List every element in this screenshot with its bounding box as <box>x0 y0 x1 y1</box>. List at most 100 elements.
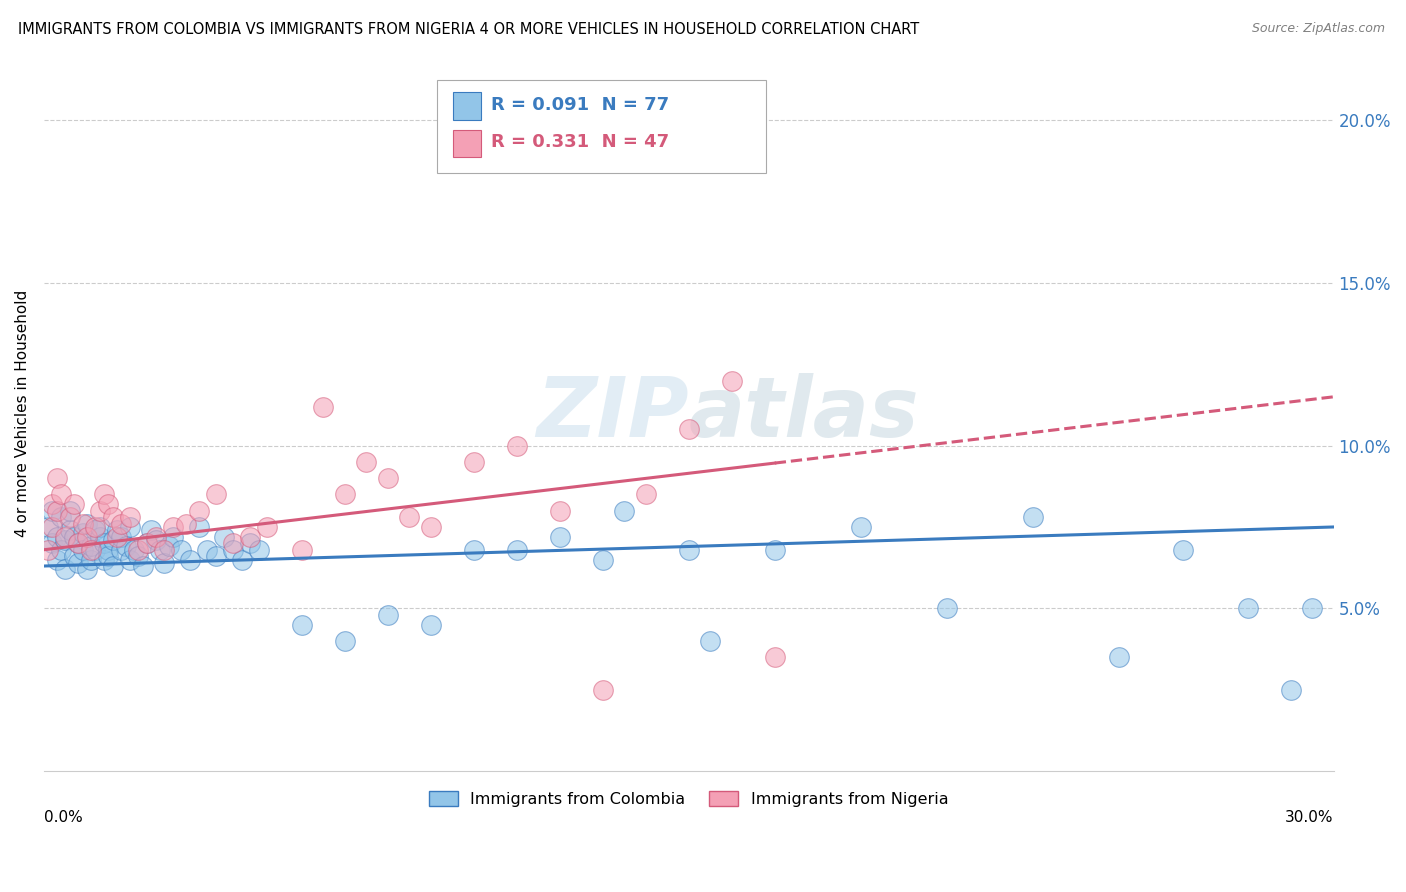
FancyBboxPatch shape <box>437 80 766 173</box>
Y-axis label: 4 or more Vehicles in Household: 4 or more Vehicles in Household <box>15 289 30 537</box>
Point <box>55 533 77 547</box>
Point <box>291 542 314 557</box>
Point <box>377 471 399 485</box>
Point <box>1236 601 1258 615</box>
Point <box>1021 510 1043 524</box>
Point <box>145 530 167 544</box>
Point <box>398 510 420 524</box>
Point <box>187 504 209 518</box>
FancyBboxPatch shape <box>453 129 481 157</box>
Text: IMMIGRANTS FROM COLOMBIA VS IMMIGRANTS FROM NIGERIA 4 OR MORE VEHICLES IN HOUSEH: IMMIGRANTS FROM COLOMBIA VS IMMIGRANTS F… <box>18 22 920 37</box>
Point <box>76 562 98 576</box>
Point <box>149 542 172 557</box>
Point <box>678 542 700 557</box>
Point <box>84 523 107 537</box>
Point <box>162 530 184 544</box>
Point <box>49 510 72 524</box>
Point <box>89 520 111 534</box>
Point <box>45 552 67 566</box>
Point <box>849 520 872 534</box>
Point <box>127 549 149 564</box>
Point <box>59 504 82 518</box>
Point <box>63 549 86 564</box>
Point <box>592 552 614 566</box>
Point <box>45 504 67 518</box>
Point <box>97 542 120 557</box>
Point <box>506 542 529 557</box>
Point <box>118 552 141 566</box>
Point <box>110 530 132 544</box>
Point <box>132 559 155 574</box>
Point <box>76 530 98 544</box>
Point <box>463 455 485 469</box>
Point <box>419 617 441 632</box>
Point <box>720 374 742 388</box>
Point <box>41 504 63 518</box>
Point <box>1173 542 1195 557</box>
Point <box>333 487 356 501</box>
Point <box>205 487 228 501</box>
Text: Source: ZipAtlas.com: Source: ZipAtlas.com <box>1251 22 1385 36</box>
Point <box>157 540 180 554</box>
Point <box>205 549 228 564</box>
Point <box>377 607 399 622</box>
Text: R = 0.091  N = 77: R = 0.091 N = 77 <box>492 96 669 114</box>
Text: 30.0%: 30.0% <box>1285 810 1334 825</box>
Point <box>93 536 115 550</box>
Point <box>67 536 90 550</box>
Point <box>89 504 111 518</box>
Point <box>187 520 209 534</box>
Text: ZIP: ZIP <box>536 373 689 453</box>
Point <box>93 552 115 566</box>
Point <box>1279 682 1302 697</box>
Legend: Immigrants from Colombia, Immigrants from Nigeria: Immigrants from Colombia, Immigrants fro… <box>422 784 955 814</box>
Point <box>80 552 103 566</box>
Point <box>935 601 957 615</box>
Point <box>419 520 441 534</box>
Point <box>55 530 77 544</box>
Point <box>763 650 786 665</box>
Point <box>93 487 115 501</box>
Point <box>72 526 94 541</box>
Point <box>333 633 356 648</box>
Point <box>179 552 201 566</box>
FancyBboxPatch shape <box>453 93 481 120</box>
Text: 0.0%: 0.0% <box>44 810 83 825</box>
Point <box>763 542 786 557</box>
Point <box>239 530 262 544</box>
Point <box>145 533 167 547</box>
Point <box>59 510 82 524</box>
Point <box>84 542 107 557</box>
Point <box>231 552 253 566</box>
Point <box>122 542 145 557</box>
Point <box>141 523 163 537</box>
Text: atlas: atlas <box>689 373 920 453</box>
Point <box>97 497 120 511</box>
Point <box>37 520 59 534</box>
Point <box>678 422 700 436</box>
Point <box>548 504 571 518</box>
Point <box>72 516 94 531</box>
Point <box>49 542 72 557</box>
Point <box>55 562 77 576</box>
Point <box>101 559 124 574</box>
Point <box>291 617 314 632</box>
Point <box>105 523 128 537</box>
Point <box>97 549 120 564</box>
Point <box>80 542 103 557</box>
Point <box>356 455 378 469</box>
Point <box>63 530 86 544</box>
Point <box>174 516 197 531</box>
Point <box>41 536 63 550</box>
Point <box>101 510 124 524</box>
Point <box>222 542 245 557</box>
Point <box>592 682 614 697</box>
Point <box>89 530 111 544</box>
Point <box>222 536 245 550</box>
Point <box>127 542 149 557</box>
Point <box>114 540 136 554</box>
Text: R = 0.331  N = 47: R = 0.331 N = 47 <box>492 134 669 152</box>
Point <box>312 400 335 414</box>
Point <box>634 487 657 501</box>
Point <box>59 523 82 537</box>
